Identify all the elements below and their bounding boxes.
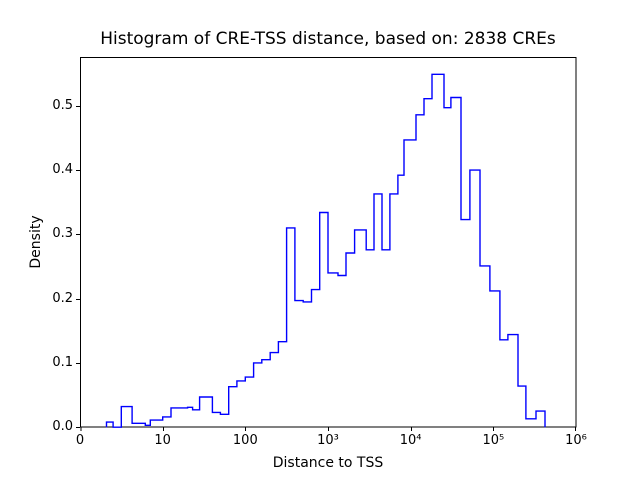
y-tick-label-0_1: 0.1 <box>52 354 73 370</box>
x-tick-label-0: 0 <box>75 433 85 448</box>
y-tick-label-0_0: 0.0 <box>52 419 73 435</box>
x-tick-label-10: 10³ <box>317 433 339 448</box>
x-axis-label: Distance to TSS <box>272 455 384 471</box>
y-tick-label-0_3: 0.3 <box>52 226 73 242</box>
x-tick-label-10: 10⁶ <box>565 433 587 448</box>
x-tick-label-10: 10⁴ <box>399 433 422 448</box>
x-tick-label-10: 10⁵ <box>482 433 505 448</box>
histogram-step-line <box>105 73 546 428</box>
x-tick-label-10: 10 <box>154 433 171 448</box>
y-tick-label-0_4: 0.4 <box>52 162 73 178</box>
plot-title: Histogram of CRE-TSS distance, based on:… <box>100 29 556 49</box>
y-tick-label-0_2: 0.2 <box>52 290 73 306</box>
y-axis-label: Density <box>28 215 44 269</box>
y-tick-label-0_5: 0.5 <box>52 97 73 113</box>
x-tick-label-100: 100 <box>232 433 258 448</box>
